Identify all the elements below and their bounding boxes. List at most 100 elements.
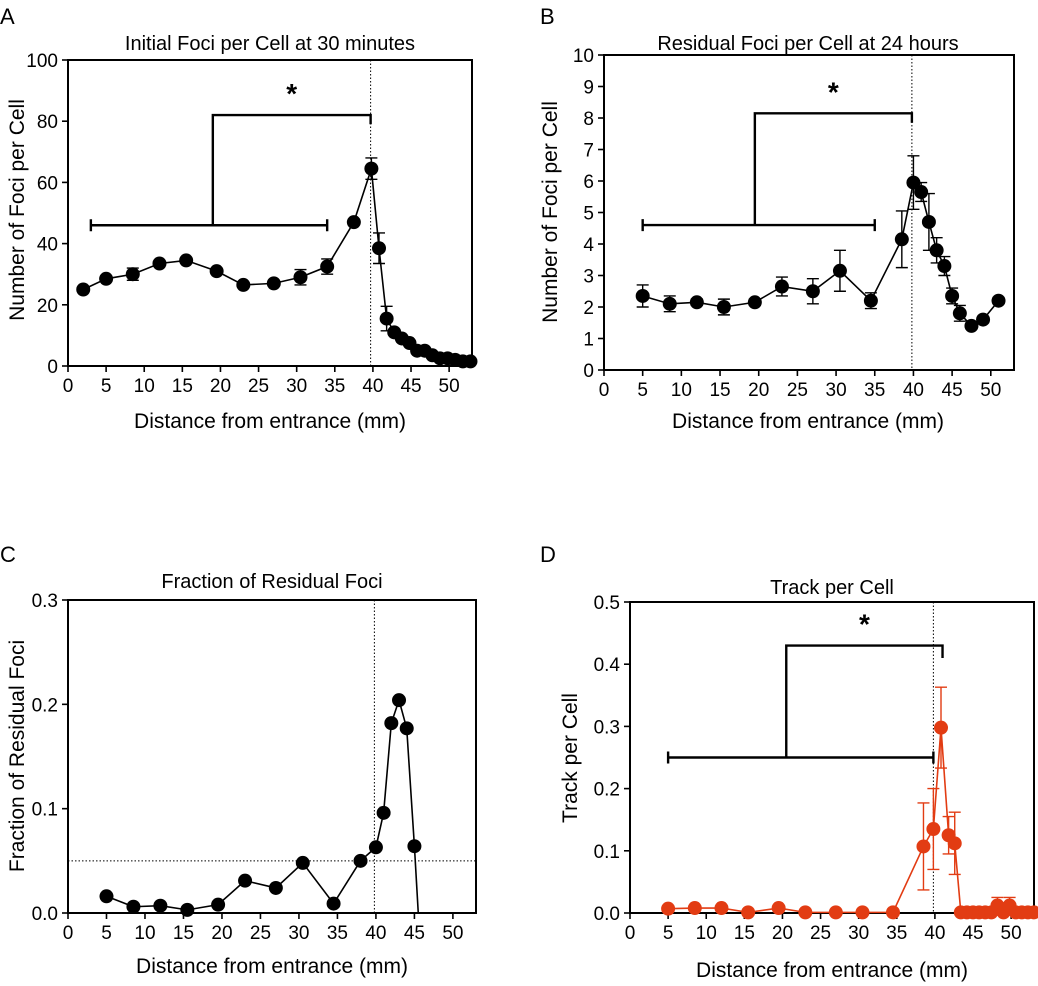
- x-tick-label-a: 35: [324, 376, 345, 397]
- y-tick-label-a: 60: [37, 173, 58, 194]
- data-point-b: [635, 288, 650, 303]
- y-tick-label-b: 6: [583, 172, 594, 193]
- data-point-d: [741, 905, 756, 920]
- y-tick-label-b: 4: [583, 235, 594, 256]
- data-point-a: [379, 311, 394, 326]
- data-point-a: [125, 267, 140, 282]
- data-point-c: [399, 721, 414, 736]
- x-tick-label-d: 25: [810, 923, 831, 944]
- x-tick-label-a: 5: [101, 376, 112, 397]
- x-tick-label-b: 5: [637, 380, 648, 401]
- data-point-c: [353, 853, 368, 868]
- x-tick-label-d: 40: [924, 923, 945, 944]
- data-point-d: [714, 901, 729, 916]
- x-tick-label-b: 30: [826, 380, 847, 401]
- significance-star-a: *: [286, 78, 297, 109]
- x-axis-label-b: Distance from entrance (mm): [672, 410, 944, 433]
- x-tick-label-d: 0: [625, 923, 636, 944]
- data-point-c: [326, 896, 341, 911]
- data-point-b: [863, 293, 878, 308]
- panel-letter-a: A: [0, 4, 15, 29]
- data-point-c: [384, 716, 399, 731]
- data-point-d: [885, 905, 900, 920]
- x-tick-label-a: 50: [439, 376, 460, 397]
- x-tick-label-a: 10: [134, 376, 155, 397]
- data-point-b: [662, 296, 677, 311]
- y-axis-label-b: Number of Foci per Cell: [539, 101, 562, 323]
- data-point-b: [921, 214, 936, 229]
- data-point-b: [991, 293, 1006, 308]
- x-tick-label-b: 45: [942, 380, 963, 401]
- x-axis-label-d: Distance from entrance (mm): [696, 959, 968, 982]
- series-line-d: [668, 727, 1034, 914]
- y-tick-label-a: 20: [37, 296, 58, 317]
- x-tick-label-d: 35: [886, 923, 907, 944]
- series-line-a: [82, 168, 471, 363]
- y-tick-label-b: 8: [583, 109, 594, 130]
- x-tick-label-b: 40: [903, 380, 924, 401]
- data-point-d: [934, 720, 949, 735]
- bracket-range-d: [666, 751, 935, 764]
- data-point-d: [687, 901, 702, 916]
- data-point-a: [346, 215, 361, 230]
- x-tick-label-c: 15: [173, 923, 194, 944]
- x-axis-label-a: Distance from entrance (mm): [134, 410, 406, 433]
- x-tick-label-c: 40: [365, 923, 386, 944]
- data-point-d: [661, 901, 676, 916]
- x-tick-label-d: 50: [1001, 923, 1022, 944]
- y-tick-label-c: 0.2: [32, 695, 58, 716]
- data-point-b: [832, 263, 847, 278]
- data-point-b: [976, 312, 991, 327]
- y-tick-label-a: 0: [47, 357, 58, 378]
- y-tick-label-b: 0: [583, 361, 594, 382]
- y-tick-label-d: 0.4: [594, 655, 621, 676]
- y-tick-label-b: 7: [583, 141, 594, 162]
- y-tick-label-b: 2: [583, 298, 594, 319]
- data-point-d: [916, 839, 931, 854]
- y-tick-label-b: 1: [583, 330, 594, 351]
- y-tick-label-d: 0.0: [594, 904, 620, 925]
- data-point-b: [906, 175, 921, 190]
- plot-frame-b: [603, 54, 1015, 371]
- plot-frame-a: [67, 59, 473, 367]
- data-point-b: [774, 279, 789, 294]
- y-axis-label-a: Number of Foci per Cell: [6, 99, 29, 321]
- bracket-range-b: [641, 219, 876, 232]
- x-axis-label-c: Distance from entrance (mm): [136, 955, 408, 978]
- data-point-a: [209, 264, 224, 279]
- data-point-d: [1027, 905, 1038, 920]
- x-tick-label-c: 30: [288, 923, 309, 944]
- y-tick-label-a: 40: [37, 235, 58, 256]
- x-tick-label-c: 20: [211, 923, 232, 944]
- x-tick-label-a: 20: [210, 376, 231, 397]
- x-tick-label-c: 45: [404, 923, 425, 944]
- plot-frame-c: [67, 599, 477, 914]
- panel-a: A Initial Foci per Cell at 30 minutes Di…: [0, 4, 478, 433]
- x-tick-label-c: 5: [101, 923, 112, 944]
- series-line-c: [106, 697, 420, 914]
- x-tick-label-c: 35: [327, 923, 348, 944]
- x-tick-label-b: 35: [864, 380, 885, 401]
- chart-title-a: Initial Foci per Cell at 30 minutes: [125, 33, 415, 55]
- x-tick-label-d: 45: [962, 923, 983, 944]
- x-tick-label-d: 15: [734, 923, 755, 944]
- y-tick-label-b: 10: [573, 46, 594, 67]
- data-point-d: [771, 901, 786, 916]
- y-tick-label-b: 9: [583, 78, 594, 99]
- x-tick-label-c: 25: [250, 923, 271, 944]
- data-point-c: [376, 805, 391, 820]
- data-point-b: [914, 185, 929, 200]
- chart-title-b: Residual Foci per Cell at 24 hours: [657, 33, 958, 55]
- y-tick-label-d: 0.3: [594, 717, 620, 738]
- data-point-a: [179, 253, 194, 268]
- x-tick-label-d: 20: [772, 923, 793, 944]
- x-tick-label-c: 50: [442, 923, 463, 944]
- panel-c: C Fraction of Residual Foci Distance fro…: [0, 542, 477, 978]
- x-tick-label-d: 10: [696, 923, 717, 944]
- x-tick-label-b: 20: [748, 380, 769, 401]
- data-point-b: [937, 259, 952, 274]
- x-tick-label-b: 50: [980, 380, 1001, 401]
- bracket-link-a: [211, 113, 372, 226]
